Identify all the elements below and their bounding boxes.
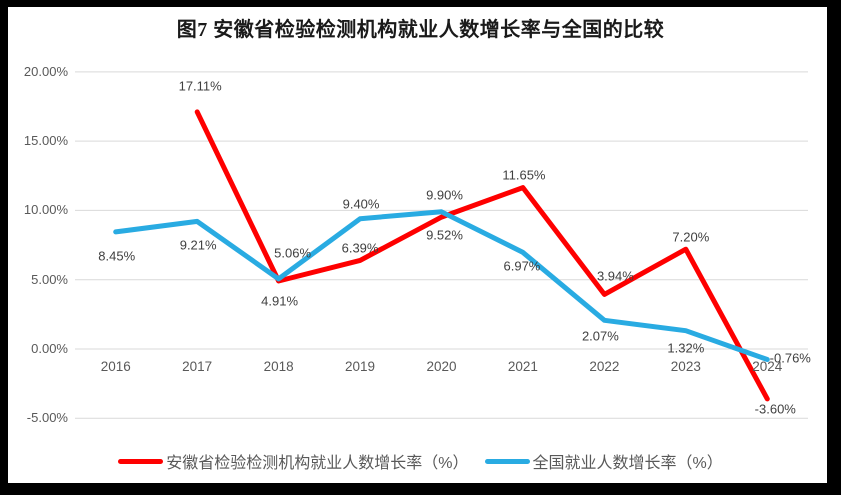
legend-item-national: 全国就业人数增长率（%）: [484, 449, 723, 473]
y-tick-label: 10.00%: [23, 202, 68, 218]
national-data-label-2016: 8.45%: [98, 248, 136, 264]
national-data-label-2020: 9.90%: [426, 187, 463, 203]
national-data-label-2018: 5.06%: [274, 245, 312, 261]
anhui-line-swatch: [118, 458, 164, 464]
x-tick-label-2023: 2023: [670, 359, 701, 374]
anhui-data-label-2020: 9.52%: [426, 227, 463, 243]
legend-item-anhui: 安徽省检验检测机构就业人数增长率（%）: [118, 449, 469, 473]
anhui-data-label-2022: 3.94%: [596, 268, 634, 284]
x-tick-label-2018: 2018: [263, 359, 294, 374]
legend: 安徽省检验检测机构就业人数增长率（%） 全国就业人数增长率（%）: [0, 449, 841, 473]
national-data-label-2021: 6.97%: [503, 258, 541, 274]
x-tick-label-2019: 2019: [345, 359, 376, 374]
anhui-series-line: [194, 109, 770, 402]
legend-label-anhui: 安徽省检验检测机构就业人数增长率（%）: [166, 455, 469, 472]
chart-title: 图7 安徽省检验检测机构就业人数增长率与全国的比较: [176, 19, 665, 41]
y-tick-label: 15.00%: [23, 133, 68, 149]
anhui-data-label-2024: -3.60%: [754, 401, 796, 417]
anhui-data-label-2017: 17.11%: [178, 78, 222, 94]
y-tick-label: 20.00%: [23, 63, 68, 79]
chart-background: [8, 7, 827, 483]
x-tick-label-2017: 2017: [182, 359, 213, 374]
x-tick-label-2021: 2021: [507, 359, 538, 374]
anhui-data-label-2023: 7.20%: [672, 229, 710, 245]
y-tick-label: 0.00%: [31, 341, 68, 356]
national-data-label-2017: 9.21%: [179, 237, 217, 253]
x-tick-label-2016: 2016: [100, 359, 131, 374]
national-line-swatch: [484, 458, 530, 464]
anhui-data-label-2018: 4.91%: [261, 293, 299, 309]
national-data-label-2023: 1.32%: [667, 340, 705, 356]
x-tick-label-2024: 2024: [752, 359, 783, 374]
x-tick-label-2020: 2020: [426, 359, 457, 374]
y-tick-label: 5.00%: [31, 271, 68, 287]
anhui-data-label-2019: 6.39%: [341, 240, 379, 256]
national-data-label-2024: -0.76%: [769, 350, 811, 366]
national-data-label-2019: 9.40%: [342, 196, 380, 212]
x-tick-label-2022: 2022: [589, 359, 620, 374]
anhui-data-label-2021: 11.65%: [502, 167, 546, 183]
y-tick-label: -5.00%: [26, 410, 68, 426]
national-series-line: [113, 209, 770, 362]
national-data-label-2022: 2.07%: [581, 328, 619, 344]
legend-label-national: 全国就业人数增长率（%）: [532, 455, 723, 472]
